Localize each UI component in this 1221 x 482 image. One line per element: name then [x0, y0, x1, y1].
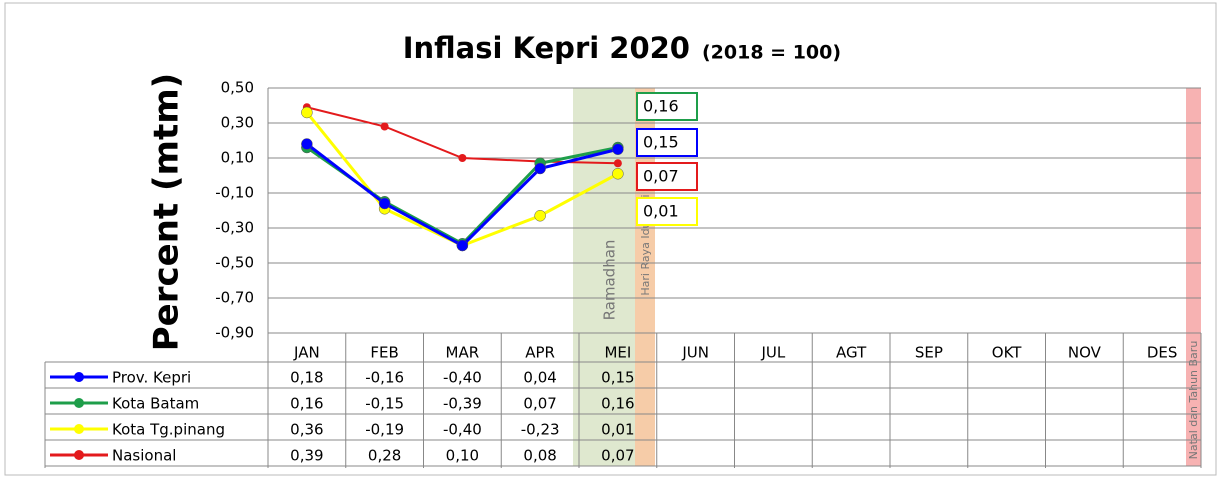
callout-label: 0,16	[643, 97, 679, 116]
y-axis-label: Percent (mtm)	[147, 73, 187, 351]
x-tick-label: MEI	[604, 344, 631, 362]
data-point	[612, 143, 624, 155]
table-value: 0,07	[601, 447, 634, 465]
table-value: -0,40	[443, 369, 482, 387]
callout-box	[636, 197, 698, 226]
x-tick-label: AGT	[836, 344, 867, 362]
data-point	[378, 197, 391, 210]
callout-box	[636, 128, 698, 157]
x-tick-label: JUN	[681, 344, 709, 362]
ramadhan-label: Ramadhan	[601, 240, 619, 321]
callout-label: 0,07	[643, 167, 679, 186]
data-point	[380, 122, 389, 131]
data-point	[301, 106, 313, 119]
x-tick-label: OKT	[992, 344, 1022, 362]
data-point	[301, 138, 313, 150]
y-tick-label: -0,30	[215, 219, 254, 237]
x-tick-label: SEP	[915, 344, 943, 362]
callout-label: 0,15	[643, 133, 679, 152]
chart-subtitle: (2018 = 100)	[702, 42, 841, 64]
x-tick-label: NOV	[1068, 344, 1102, 362]
table-value: 0,16	[290, 395, 323, 413]
table-value: 0,15	[601, 369, 634, 387]
y-tick-label: -0,50	[215, 254, 254, 272]
table-value: 0,01	[601, 421, 634, 439]
y-tick-label: 0,10	[221, 149, 254, 167]
table-value: 0,39	[290, 447, 323, 465]
x-tick-label: APR	[525, 344, 555, 362]
legend-label: Kota Tg.pinang	[112, 421, 225, 439]
y-tick-label: -0,90	[215, 324, 254, 342]
callout-label: 0,01	[643, 202, 679, 221]
legend-marker	[74, 450, 84, 460]
x-tick-label: JUL	[760, 344, 785, 362]
table-value: 0,10	[446, 447, 479, 465]
x-tick-label: DES	[1147, 344, 1178, 362]
y-tick-label: -0,70	[215, 289, 254, 307]
table-value: 0,16	[601, 395, 634, 413]
legend-marker	[74, 372, 84, 382]
table-value: 0,08	[523, 447, 556, 465]
table-value: 0,28	[368, 447, 401, 465]
table-value: 0,07	[523, 395, 556, 413]
natal-label: Natal dan Tahun Baru	[1187, 341, 1200, 460]
legend-label: Nasional	[112, 447, 176, 465]
table-value: -0,40	[443, 421, 482, 439]
data-point	[534, 162, 546, 175]
legend-label: Kota Batam	[112, 395, 199, 413]
y-tick-label: 0,50	[221, 79, 254, 97]
table-value: -0,15	[365, 395, 404, 413]
table-value: 0,04	[523, 369, 556, 387]
legend-marker	[74, 424, 84, 434]
table-value: -0,23	[521, 421, 560, 439]
x-tick-label: JAN	[293, 344, 320, 362]
table-value: -0,16	[365, 369, 404, 387]
y-tick-label: -0,10	[215, 184, 254, 202]
data-point	[458, 154, 467, 162]
table-value: 0,36	[290, 421, 323, 439]
table-value: -0,19	[365, 421, 404, 439]
data-point	[613, 159, 622, 168]
x-tick-label: FEB	[370, 344, 398, 362]
callout-box	[636, 162, 698, 191]
legend-label: Prov. Kepri	[112, 369, 191, 387]
x-tick-label: MAR	[446, 344, 480, 362]
table-value: 0,18	[290, 369, 323, 387]
data-point	[612, 168, 624, 180]
callout-box	[636, 92, 698, 121]
legend-marker	[74, 398, 84, 408]
data-point	[534, 210, 546, 222]
chart-title: Inflasi Kepri 2020	[403, 31, 690, 65]
data-point	[456, 239, 469, 252]
table-value: -0,39	[443, 395, 482, 413]
natal-band	[1186, 88, 1201, 466]
y-tick-label: 0,30	[221, 114, 254, 132]
